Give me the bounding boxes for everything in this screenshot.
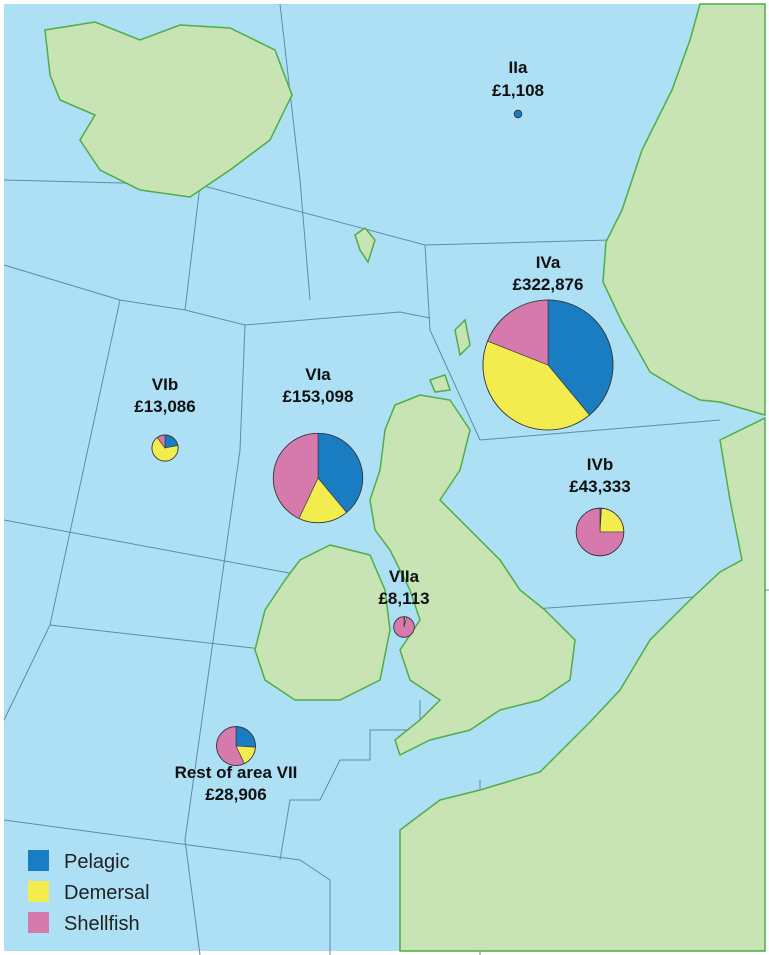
- pies: IIa £1,108 IVa £322,876 VIb £13,086 VIa £153,09…: [134, 58, 630, 804]
- legend-swatch: [28, 912, 49, 933]
- pie-size: [272, 432, 364, 524]
- pie-size: [151, 434, 179, 462]
- area-name: Rest of area VII: [175, 763, 298, 782]
- area-name: VIa: [305, 365, 331, 384]
- pie-size: [575, 507, 625, 557]
- pie-size: [482, 299, 614, 431]
- legend-swatch: [28, 850, 49, 871]
- area-value: £153,098: [283, 387, 354, 406]
- area-value: £322,876: [513, 275, 584, 294]
- legend-label: Pelagic: [64, 851, 130, 873]
- area-name: IIa: [509, 58, 528, 77]
- legend-swatch: [28, 881, 49, 902]
- area-value: £8,113: [378, 589, 429, 608]
- area-name: VIb: [152, 375, 178, 394]
- area-name: IVa: [536, 253, 561, 272]
- area-name: VIIa: [389, 567, 420, 586]
- pie-size: [216, 726, 256, 766]
- legend: Pelagic Demersal Shellfish: [28, 850, 150, 935]
- pie-size: [393, 616, 415, 638]
- area-value: £1,108: [492, 81, 544, 100]
- area-value: £13,086: [134, 397, 195, 416]
- legend-label: Shellfish: [64, 913, 140, 935]
- land: [44, 3, 766, 952]
- legend-label: Demersal: [64, 882, 150, 904]
- area-value: £28,906: [205, 785, 266, 804]
- boundaries: [3, 3, 769, 955]
- area-value: £43,333: [569, 477, 630, 496]
- pie-size: [513, 109, 523, 119]
- area-name: IVb: [587, 455, 613, 474]
